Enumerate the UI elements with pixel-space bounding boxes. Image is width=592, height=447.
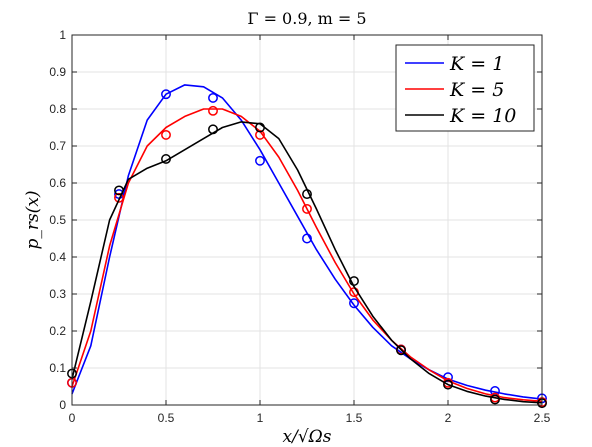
data-point-k-10 xyxy=(302,189,312,200)
x-tick-label: 2.5 xyxy=(534,411,551,425)
data-point-k-10 xyxy=(114,185,124,196)
y-axis-label: p_rs(x) xyxy=(23,190,43,249)
y-tick-label: 0.1 xyxy=(49,361,66,375)
x-tick-label: 1.5 xyxy=(346,411,363,425)
data-point-k-5 xyxy=(114,192,124,203)
data-point-k-10 xyxy=(396,345,406,356)
data-point-k-1 xyxy=(161,89,171,100)
y-tick-label: 0.6 xyxy=(49,176,66,190)
series-line-k-5 xyxy=(71,108,543,403)
legend: K = 1 K = 5 K = 10 xyxy=(395,44,535,132)
data-point-k-1 xyxy=(208,92,218,103)
data-point-k-1 xyxy=(302,233,312,244)
y-tick-label: 0.8 xyxy=(49,102,66,116)
series-layer xyxy=(67,84,547,409)
x-axis-label: x/√Ωs xyxy=(283,427,332,447)
legend-label: K = 1 xyxy=(449,53,504,75)
x-tick-label: 1 xyxy=(257,411,264,425)
tick-marks: 0 0.5 1 1.5 2 2.5 0 0.1 0.2 0.3 0.4 0.5 0.6 0.7 0.8 0.9… xyxy=(49,28,550,425)
series-line-k-10 xyxy=(71,121,543,404)
data-point-k-10 xyxy=(208,124,218,135)
y-tick-label: 0.3 xyxy=(49,287,66,301)
data-point-k-5 xyxy=(255,129,265,140)
data-point-k-1 xyxy=(349,298,359,309)
x-tick-label: 2 xyxy=(445,411,452,425)
data-point-k-10 xyxy=(161,154,171,164)
series-line-k-1 xyxy=(71,84,543,400)
y-tick-label: 0.2 xyxy=(49,324,66,338)
y-tick-label: 0.7 xyxy=(49,139,66,153)
y-tick-label: 0.4 xyxy=(49,250,66,264)
data-point-k-5 xyxy=(208,105,218,116)
data-point-k-10 xyxy=(443,379,453,390)
legend-label: K = 10 xyxy=(449,105,516,127)
y-tick-label: 0.5 xyxy=(49,213,66,227)
data-point-k-10 xyxy=(490,394,500,405)
chart-title: Γ = 0.9, m = 5 xyxy=(247,9,366,28)
data-point-k-1 xyxy=(255,155,265,166)
legend-box xyxy=(395,44,535,132)
data-point-k-10 xyxy=(349,276,359,286)
y-tick-label: 0 xyxy=(59,398,66,412)
x-tick-label: 0.5 xyxy=(158,411,175,425)
data-point-k-5 xyxy=(161,129,171,140)
y-tick-label: 1 xyxy=(59,28,66,42)
x-tick-label: 0 xyxy=(69,411,76,425)
y-tick-label: 0.9 xyxy=(49,65,66,79)
data-point-k-10 xyxy=(255,122,265,133)
data-point-k-5 xyxy=(302,203,312,214)
legend-label: K = 5 xyxy=(449,79,504,101)
